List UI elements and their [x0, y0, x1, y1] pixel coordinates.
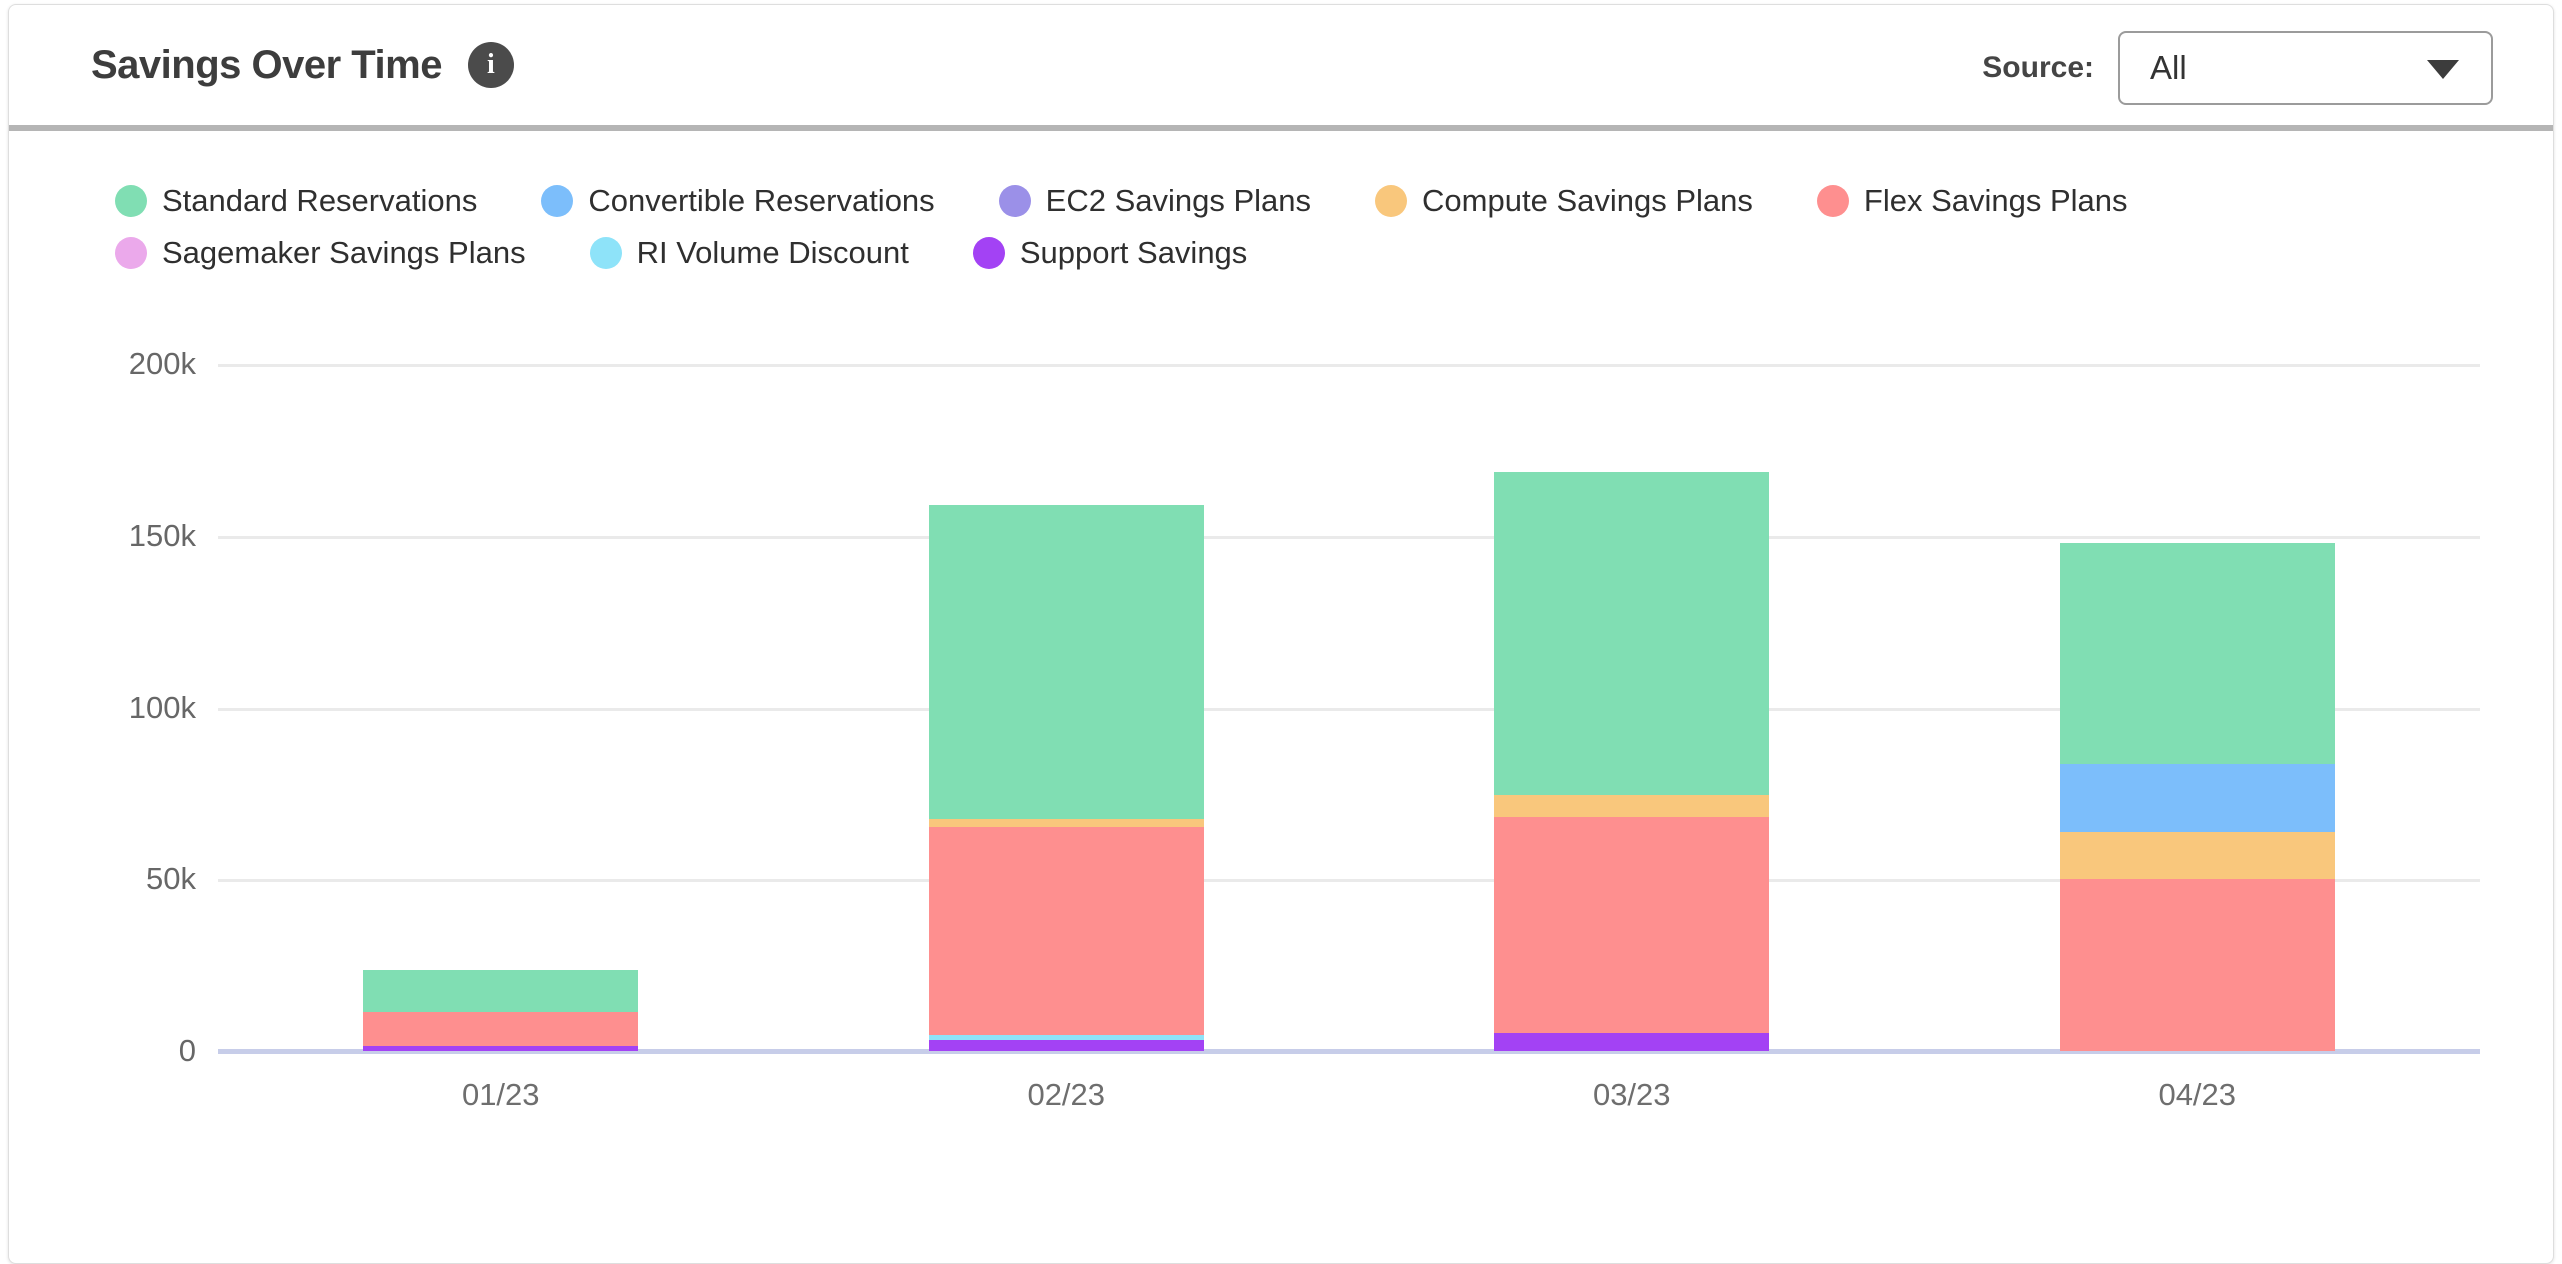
bar-segment: [363, 1012, 639, 1047]
bar-segment: [928, 504, 1204, 820]
y-axis-tick-label: 50k: [146, 861, 196, 897]
y-axis-tick-label: 100k: [128, 689, 196, 725]
gridline: [218, 879, 2480, 883]
source-select[interactable]: All: [2118, 31, 2493, 105]
bar-segment: [363, 1046, 639, 1051]
bar-segment: [363, 970, 639, 1013]
x-axis-tick-label: 02/23: [1027, 1077, 1106, 1112]
bar-segment: [928, 827, 1204, 1035]
legend-dot-icon: [115, 237, 147, 269]
stacked-bar: [1494, 471, 1770, 1051]
savings-chart: 0 50k 100k 150k 200k 01/23 02/23 03/23 04/23: [9, 346, 2553, 1167]
chart-legend: Standard Reservations Convertible Reserva…: [115, 183, 2553, 271]
legend-dot-icon: [972, 237, 1005, 269]
y-axis-tick-label: 200k: [128, 346, 196, 381]
info-icon[interactable]: i: [467, 42, 514, 88]
bar-segment: [928, 819, 1204, 828]
bar-segment: [2059, 879, 2335, 1051]
source-selected-value: All: [2150, 49, 2187, 86]
stacked-bar: [2059, 542, 2335, 1051]
legend-label: Sagemaker Savings Plans: [162, 235, 526, 270]
stacked-bar: [928, 504, 1204, 1051]
gridline: [218, 707, 2480, 711]
plot-area: 0 50k 100k 150k 200k 01/23 02/23 03/23 04/23: [129, 346, 2480, 1112]
legend-item[interactable]: Sagemaker Savings Plans: [115, 235, 526, 271]
legend-label: Standard Reservations: [162, 183, 478, 218]
gridline: [218, 535, 2480, 539]
source-control: Source: All: [1982, 5, 2493, 131]
legend-dot-icon: [115, 185, 147, 217]
x-axis-tick-label: 04/23: [2158, 1077, 2237, 1112]
bar-segment: [928, 1034, 1204, 1041]
legend-dot-icon: [998, 185, 1031, 217]
legend-item[interactable]: Compute Savings Plans: [1375, 183, 1753, 219]
y-axis-tick-label: 150k: [128, 517, 196, 553]
legend-label: Convertible Reservations: [588, 183, 935, 218]
legend-label: EC2 Savings Plans: [1045, 183, 1312, 218]
legend-item[interactable]: EC2 Savings Plans: [998, 183, 1312, 219]
legend-item[interactable]: Standard Reservations: [115, 183, 477, 219]
legend-label: Compute Savings Plans: [1422, 183, 1753, 218]
legend-dot-icon: [589, 237, 622, 269]
legend-dot-icon: [541, 185, 574, 217]
panel-header: Savings Over Time i Source: All: [9, 5, 2553, 131]
legend-item[interactable]: Flex Savings Plans: [1816, 183, 2128, 219]
source-label: Source:: [1982, 51, 2094, 84]
legend-label: Support Savings: [1019, 235, 1248, 270]
y-axis-tick-label: 0: [178, 1033, 196, 1068]
savings-over-time-panel: Savings Over Time i Source: All Standard…: [8, 4, 2554, 1264]
chevron-down-icon: [2427, 60, 2459, 79]
legend-item[interactable]: Convertible Reservations: [541, 183, 935, 219]
x-axis-tick-label: 01/23: [461, 1077, 540, 1112]
bar-segment: [1494, 471, 1770, 795]
legend-dot-icon: [1816, 185, 1849, 217]
bar-segment: [2059, 832, 2335, 880]
x-axis-tick-label: 03/23: [1592, 1077, 1671, 1112]
legend-label: RI Volume Discount: [636, 235, 909, 270]
bar-segment: [1494, 1033, 1770, 1051]
bar-segment: [1494, 794, 1770, 817]
legend-row-1: Standard Reservations Convertible Reserva…: [115, 183, 2553, 219]
gridline: [218, 364, 2480, 367]
bar-segment: [2059, 764, 2335, 833]
bar-segment: [2059, 542, 2335, 765]
x-axis-line: [218, 1049, 2480, 1054]
page-title: Savings Over Time: [91, 42, 442, 87]
bar-segment: [928, 1040, 1204, 1051]
legend-item[interactable]: RI Volume Discount: [589, 235, 909, 271]
stacked-bar: [363, 970, 639, 1051]
legend-item[interactable]: Support Savings: [972, 235, 1248, 271]
legend-dot-icon: [1375, 185, 1408, 217]
legend-row-2: Sagemaker Savings Plans RI Volume Discoun…: [115, 235, 2553, 271]
bar-segment: [1494, 816, 1770, 1034]
legend-label: Flex Savings Plans: [1863, 183, 2128, 218]
